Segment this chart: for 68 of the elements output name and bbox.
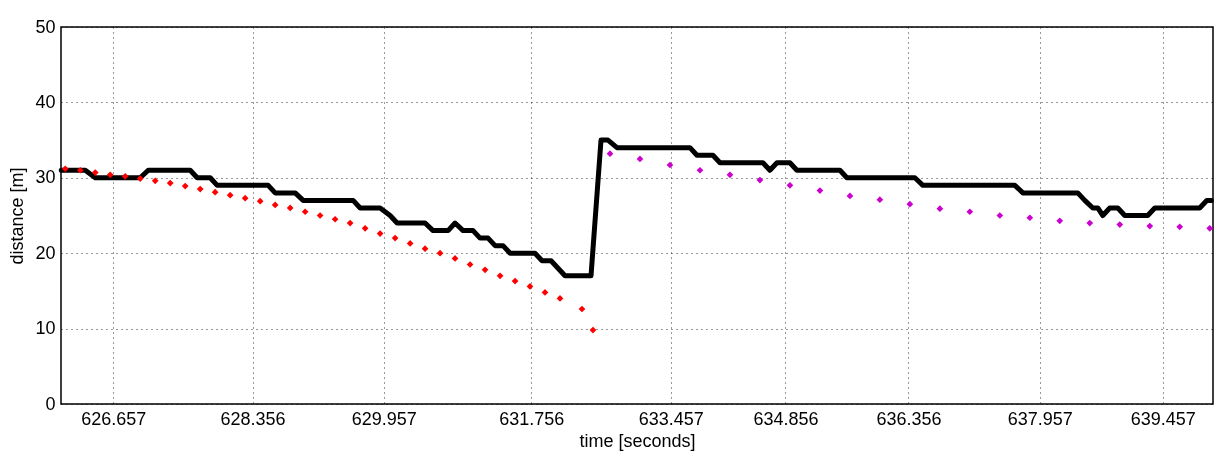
x-tick-label: 628.356 bbox=[220, 408, 286, 429]
point bbox=[421, 245, 429, 253]
point bbox=[181, 182, 189, 190]
y-tick-label: 30 bbox=[35, 167, 56, 188]
point bbox=[106, 171, 114, 179]
point bbox=[756, 176, 764, 184]
point bbox=[846, 192, 854, 200]
point bbox=[876, 196, 884, 204]
y-tick-label: 50 bbox=[35, 16, 56, 37]
x-tick-label: 634.856 bbox=[753, 408, 819, 429]
point bbox=[726, 171, 734, 179]
point bbox=[589, 326, 597, 334]
point bbox=[1176, 223, 1184, 231]
point bbox=[286, 204, 294, 212]
point bbox=[241, 194, 249, 202]
x-tick-label: 629.957 bbox=[351, 408, 417, 429]
y-tick-label: 10 bbox=[35, 318, 56, 339]
point bbox=[136, 175, 144, 182]
x-tick-label: 631.756 bbox=[499, 408, 565, 429]
point bbox=[331, 215, 339, 223]
point bbox=[636, 155, 644, 163]
x-tick-label: 633.457 bbox=[638, 408, 704, 429]
point bbox=[301, 208, 309, 216]
point bbox=[121, 172, 129, 180]
y-tick-label: 40 bbox=[35, 91, 56, 112]
point bbox=[578, 305, 586, 313]
point bbox=[786, 181, 794, 189]
point bbox=[361, 224, 369, 232]
x-tick-label: 626.657 bbox=[81, 408, 147, 429]
x-tick-label: 637.957 bbox=[1007, 408, 1073, 429]
point bbox=[391, 234, 399, 242]
point bbox=[1146, 222, 1154, 230]
point bbox=[406, 240, 414, 247]
point bbox=[666, 161, 674, 169]
point bbox=[211, 188, 219, 196]
point bbox=[226, 191, 234, 199]
point bbox=[436, 249, 444, 257]
point bbox=[1206, 224, 1214, 232]
point bbox=[271, 201, 279, 209]
point bbox=[816, 187, 824, 194]
point bbox=[936, 205, 944, 213]
point bbox=[61, 165, 69, 173]
point bbox=[1086, 219, 1094, 227]
y-tick-label: 0 bbox=[45, 393, 56, 414]
point bbox=[511, 277, 519, 285]
point bbox=[256, 197, 264, 205]
point bbox=[496, 272, 504, 280]
point bbox=[1026, 214, 1034, 222]
y-axis-title: distance [m] bbox=[7, 167, 28, 265]
point bbox=[906, 200, 914, 208]
point bbox=[996, 212, 1004, 219]
point bbox=[376, 230, 384, 237]
point bbox=[196, 185, 204, 193]
point bbox=[91, 169, 99, 176]
point bbox=[1116, 221, 1124, 228]
x-axis-title: time [seconds] bbox=[579, 430, 696, 451]
y-tick-label: 20 bbox=[35, 242, 56, 263]
point bbox=[606, 150, 614, 158]
point bbox=[166, 179, 174, 187]
point bbox=[1056, 217, 1064, 225]
point bbox=[696, 166, 704, 174]
point bbox=[966, 208, 974, 216]
point bbox=[76, 166, 84, 174]
point bbox=[151, 177, 159, 185]
x-tick-label: 636.356 bbox=[876, 408, 942, 429]
x-tick-label: 639.457 bbox=[1130, 408, 1196, 429]
point bbox=[346, 219, 354, 227]
point bbox=[481, 266, 489, 274]
